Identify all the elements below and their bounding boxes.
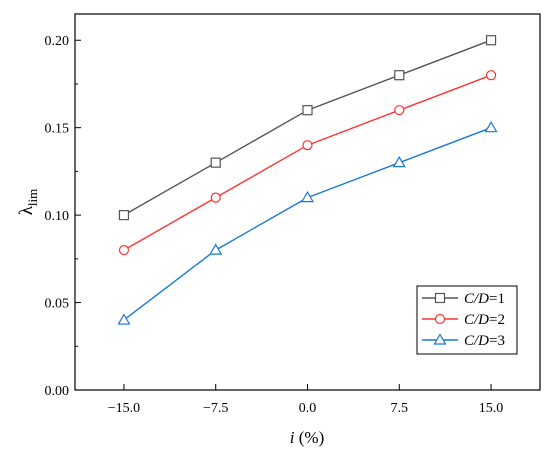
data-point-series-2: [485, 70, 497, 81]
data-point-series-3: [300, 190, 315, 203]
data-point-series-1: [485, 35, 497, 46]
series-line-2: [123, 74, 492, 251]
series-lines: [123, 39, 492, 321]
y-tick-label: 0.05: [45, 297, 70, 312]
data-point-series-1: [394, 70, 405, 81]
data-point-series-3: [484, 120, 498, 133]
series-markers: [117, 35, 498, 325]
x-tick-label: −7.5: [203, 401, 228, 416]
legend-label: C/D=3: [464, 333, 505, 349]
legend-marker: [433, 333, 447, 345]
legend: C/D=1 C/D=2 C/D=3: [416, 285, 518, 355]
legend-item-2: C/D=2: [422, 312, 505, 328]
y-tick-label: 0.20: [45, 34, 70, 49]
data-point-series-1: [118, 210, 130, 221]
data-point-series-2: [118, 244, 130, 256]
y-tick-label: 0.00: [45, 384, 70, 399]
data-point-series-3: [209, 243, 223, 255]
axis-ticks: −15.0 −7.5 0.0 7.5 15.0 0.00 0.05 0.10 0.15 0.20: [45, 34, 504, 416]
legend-marker: [434, 313, 446, 325]
series-line-1: [123, 39, 492, 216]
data-point-series-1: [302, 105, 313, 116]
data-point-series-2: [394, 105, 405, 116]
y-axis-title: λlim: [16, 189, 40, 216]
x-axis-title: i (%): [290, 428, 324, 447]
x-tick-label: −15.0: [108, 401, 140, 416]
y-tick-label: 0.15: [45, 122, 70, 137]
x-tick-label: 0.0: [299, 401, 317, 416]
data-point-series-2: [210, 192, 221, 203]
legend-item-3: C/D=3: [422, 333, 505, 349]
data-point-series-1: [210, 157, 221, 168]
legend-item-1: C/D=1: [422, 291, 505, 307]
data-point-series-3: [117, 313, 131, 325]
legend-label: C/D=2: [464, 312, 505, 328]
x-tick-label: 7.5: [391, 401, 409, 416]
data-point-series-3: [392, 155, 406, 168]
legend-marker: [434, 292, 446, 304]
legend-label: C/D=1: [464, 291, 505, 307]
data-point-series-2: [302, 140, 313, 151]
x-tick-label: 15.0: [479, 401, 504, 416]
y-tick-label: 0.10: [45, 209, 70, 224]
